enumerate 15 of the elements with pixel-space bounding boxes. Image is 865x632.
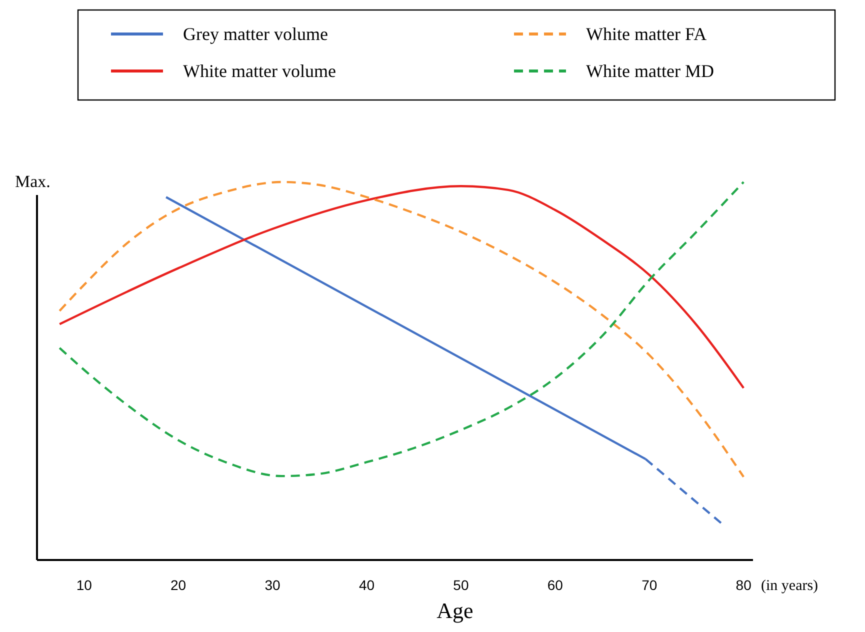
- x-tick-label: 80: [736, 577, 752, 593]
- x-tick-label: 40: [358, 577, 375, 593]
- y-axis-title: Max.: [15, 172, 50, 191]
- x-tick-label: 30: [264, 577, 281, 593]
- x-tick-label: 60: [547, 577, 564, 593]
- legend-label: White matter FA: [586, 24, 707, 44]
- x-axis-title: Age: [436, 598, 474, 623]
- x-tick-label: 20: [170, 577, 186, 593]
- x-tick-label: 70: [642, 577, 658, 593]
- legend-label: White matter MD: [586, 61, 714, 81]
- x-tick-label: 50: [453, 577, 469, 593]
- legend-label: White matter volume: [183, 61, 336, 81]
- x-tick-label: 10: [76, 577, 92, 593]
- text: (in years): [761, 578, 818, 594]
- legend-label: Grey matter volume: [183, 24, 328, 44]
